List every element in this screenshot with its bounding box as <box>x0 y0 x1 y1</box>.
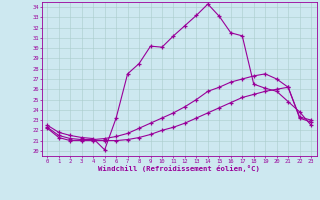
X-axis label: Windchill (Refroidissement éolien,°C): Windchill (Refroidissement éolien,°C) <box>98 165 260 172</box>
